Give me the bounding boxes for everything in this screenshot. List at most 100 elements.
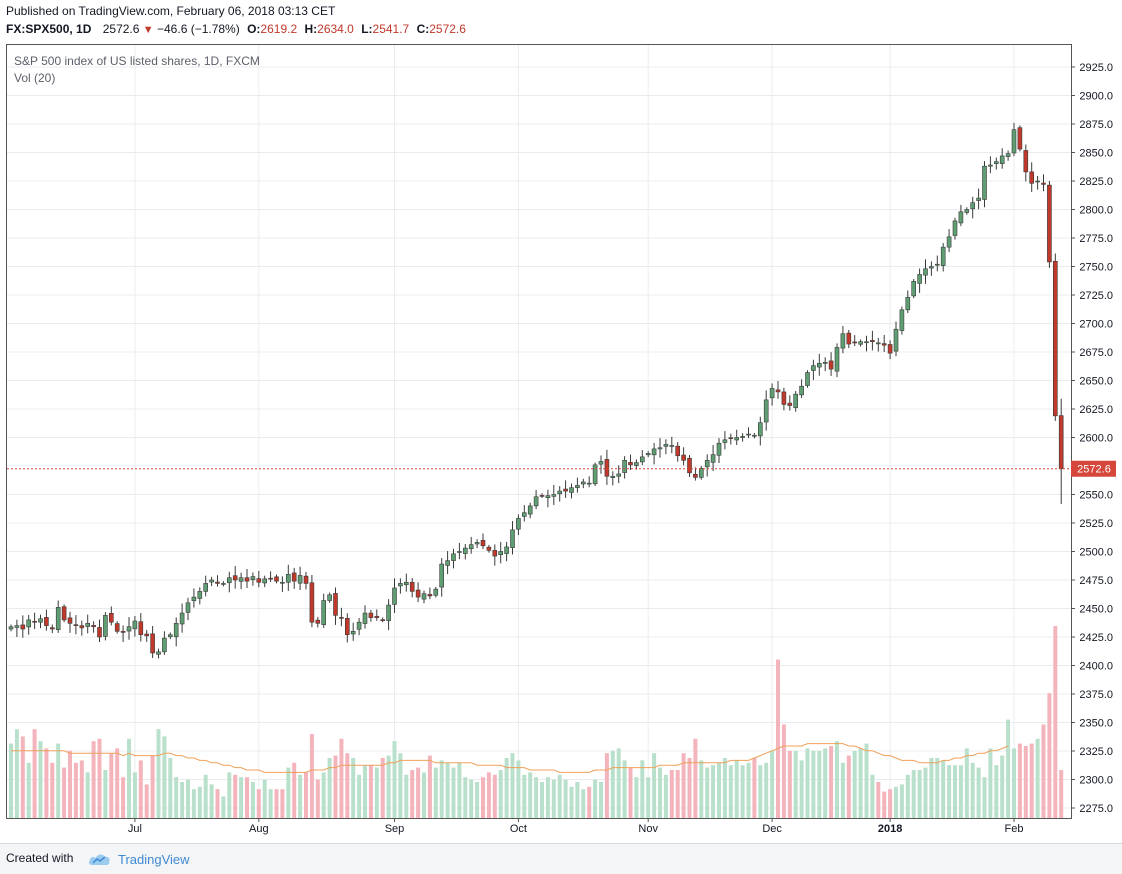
candle-body: [905, 296, 911, 311]
x-tick-label: Aug: [249, 823, 269, 835]
y-tick-label: 2550.0: [1079, 490, 1113, 502]
candle-body: [563, 488, 568, 492]
candle-body: [610, 475, 616, 478]
volume-bar: [380, 758, 385, 818]
candle-body: [698, 467, 704, 478]
candle-up: [634, 459, 639, 470]
candle-up: [946, 229, 952, 253]
volume-bar: [793, 750, 798, 818]
candle-down: [44, 609, 49, 631]
volume-bar: [941, 760, 946, 818]
volume-bar: [746, 762, 751, 818]
candle-body: [232, 575, 238, 581]
volume-bar: [1012, 748, 1016, 818]
volume-bar: [150, 755, 155, 818]
candle-up: [156, 648, 161, 659]
candle-up: [403, 573, 409, 592]
candle-up: [752, 432, 757, 439]
volume-bar: [923, 767, 928, 818]
candle-body: [309, 582, 315, 623]
candle-down: [274, 574, 279, 584]
chart-area[interactable]: 2275.0 2300.0 2325.0 2350.0 2375.0 2400.0 2425…: [0, 40, 1122, 843]
candle-body: [439, 563, 445, 588]
candle-body: [757, 422, 763, 437]
candle-up: [26, 614, 32, 635]
volume-bar: [457, 762, 462, 818]
candle-body: [362, 612, 368, 624]
candle-up: [734, 429, 740, 446]
candle-down: [687, 455, 692, 477]
candle-body: [409, 581, 415, 592]
volume-bar: [758, 765, 763, 818]
candle-up: [557, 486, 563, 502]
volume-bar: [44, 748, 49, 818]
candle-up: [209, 576, 214, 587]
candle-body: [268, 577, 273, 580]
volume-bar: [528, 772, 533, 818]
candle-body: [209, 579, 214, 583]
volume-bar: [622, 760, 627, 818]
y-tick-label: 2850.0: [1079, 148, 1113, 160]
price-axis[interactable]: 2275.0 2300.0 2325.0 2350.0 2375.0 2400.0 2425…: [1071, 62, 1116, 815]
volume-bar: [439, 760, 444, 818]
candle-body: [457, 551, 462, 553]
candle-body: [929, 266, 934, 269]
candle-down: [120, 625, 126, 643]
candle-body: [132, 620, 138, 630]
candle-up: [1005, 150, 1011, 161]
candle-up: [899, 306, 905, 335]
volume-bar: [740, 765, 745, 818]
volume-bar: [817, 750, 822, 818]
volume-bar: [610, 750, 615, 818]
candle-body: [669, 445, 675, 447]
candle-up: [923, 259, 928, 284]
volume-bar: [1047, 693, 1052, 818]
volume-bar: [616, 748, 621, 818]
volume-bar: [368, 765, 373, 818]
price-chart[interactable]: 2275.0 2300.0 2325.0 2350.0 2375.0 2400.0 2425…: [0, 40, 1122, 843]
candle-up: [321, 593, 327, 628]
volume-bar: [144, 784, 149, 818]
candle-up: [262, 575, 268, 588]
candle-up: [610, 471, 616, 486]
candle-down: [486, 544, 492, 553]
volume-bar: [876, 782, 881, 818]
volume-bar: [14, 729, 19, 818]
candle-body: [20, 624, 26, 630]
candle-down: [775, 381, 781, 399]
candle-up: [285, 564, 291, 591]
volume-bar: [587, 786, 592, 818]
candle-up: [645, 451, 651, 458]
candle-up: [1035, 175, 1040, 190]
volume-bar: [705, 767, 710, 818]
tradingview-brand[interactable]: TradingView: [88, 849, 190, 869]
volume-bar: [280, 789, 285, 818]
candle-up: [988, 156, 993, 174]
candle-up: [398, 578, 403, 594]
volume-bar: [416, 767, 421, 818]
candle-down: [427, 587, 433, 600]
candle-up: [746, 427, 751, 439]
candle-down: [1029, 162, 1034, 192]
volume-bar: [73, 762, 78, 818]
candle-body: [14, 625, 20, 628]
volume-bar: [888, 789, 893, 818]
volume-bar: [292, 762, 297, 818]
candle-body: [811, 365, 816, 371]
candle-body: [952, 220, 958, 236]
volume-bar: [964, 748, 969, 818]
candle-body: [763, 399, 769, 423]
y-tick-label: 2650.0: [1079, 376, 1113, 388]
candle-down: [1023, 144, 1029, 182]
candle-down: [109, 606, 114, 626]
volume-bar: [345, 753, 350, 818]
time-axis[interactable]: Jul Aug Sep Oct Nov Dec 2018 Feb: [128, 818, 1024, 835]
candle-down: [309, 574, 315, 628]
candle-body: [993, 161, 999, 164]
candle-down: [480, 533, 486, 549]
candle-up: [970, 196, 976, 219]
y-tick-label: 2300.0: [1079, 775, 1113, 787]
candle-body: [285, 573, 291, 583]
volume-bar: [882, 791, 887, 818]
candle-body: [415, 589, 421, 598]
